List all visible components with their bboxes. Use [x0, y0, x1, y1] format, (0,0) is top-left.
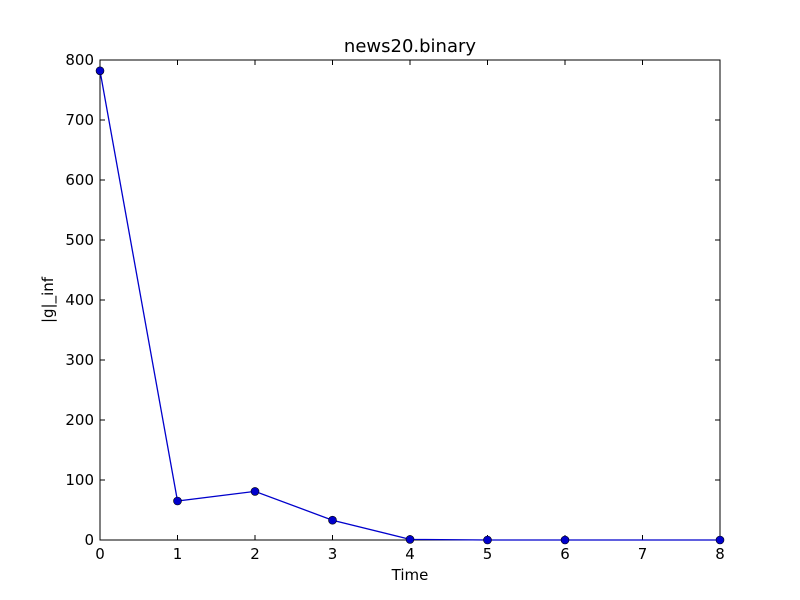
y-tick-label: 700 [65, 111, 94, 129]
y-axis-label: |g|_inf [39, 276, 58, 323]
x-tick-label: 6 [560, 545, 570, 563]
data-point [560, 535, 570, 545]
data-point [328, 515, 337, 525]
x-tick-label: 1 [173, 545, 183, 563]
y-tick-label: 100 [65, 471, 94, 489]
x-tick-label: 3 [328, 545, 338, 563]
y-tick-label: 300 [65, 351, 94, 369]
x-tick-label: 2 [250, 545, 260, 563]
x-axis-label: Time [391, 566, 429, 584]
x-tick-label: 7 [638, 545, 648, 563]
series-layer [95, 66, 725, 545]
x-tick-label: 5 [483, 545, 493, 563]
data-point [95, 66, 105, 76]
plot-area [99, 59, 721, 541]
y-tick-label: 200 [65, 411, 94, 429]
y-tick-label: 600 [65, 171, 94, 189]
data-point [715, 535, 725, 545]
y-tick-label: 500 [65, 231, 94, 249]
x-tick-label: 4 [405, 545, 415, 563]
data-point [405, 535, 415, 544]
data-point [173, 496, 182, 506]
series-line [99, 70, 720, 541]
y-tick-label: 0 [84, 531, 94, 549]
axis-tick-labels: 0 1 2 3 4 5 6 7 8 0 100 200 300 400 500 600 700 800 [65, 51, 724, 563]
y-tick-label: 800 [65, 51, 94, 69]
chart-title: news20.binary [344, 36, 476, 57]
data-point [250, 487, 260, 496]
y-tick-label: 400 [65, 291, 94, 309]
x-tick-label: 8 [715, 545, 725, 563]
x-tick-label: 0 [95, 545, 105, 563]
axis-ticks [99, 59, 721, 541]
data-point [483, 535, 492, 545]
plot-frame [99, 59, 721, 541]
